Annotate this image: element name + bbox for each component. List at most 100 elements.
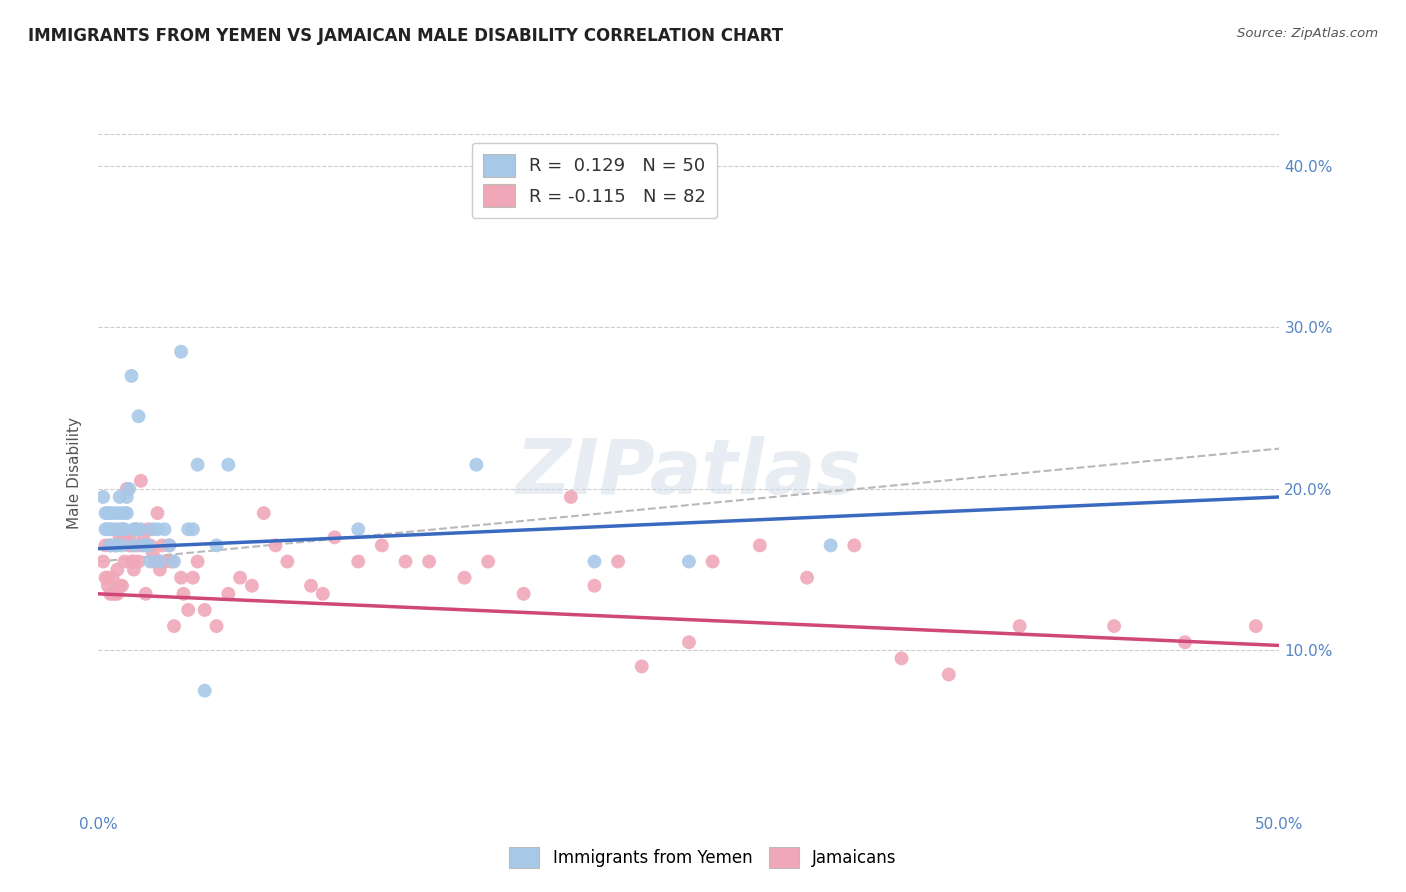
Point <box>607 555 630 569</box>
Point <box>115 506 138 520</box>
Point <box>583 555 606 569</box>
Point <box>1102 619 1125 633</box>
Point <box>112 530 135 544</box>
Point <box>108 579 131 593</box>
Point <box>187 555 209 569</box>
Point <box>394 555 416 569</box>
Point <box>139 538 162 552</box>
Point <box>94 506 117 520</box>
Point <box>181 571 204 585</box>
Point <box>678 635 700 649</box>
Point <box>205 538 228 552</box>
Point <box>205 619 228 633</box>
Point <box>149 555 172 569</box>
Point <box>748 538 770 552</box>
Point <box>142 522 165 536</box>
Point <box>101 587 124 601</box>
Point <box>312 587 335 601</box>
Point <box>132 538 155 552</box>
Point <box>170 571 193 585</box>
Point <box>122 538 145 552</box>
Point <box>101 571 124 585</box>
Point <box>217 458 239 472</box>
Point <box>115 490 138 504</box>
Text: Source: ZipAtlas.com: Source: ZipAtlas.com <box>1237 27 1378 40</box>
Point <box>139 555 162 569</box>
Point <box>122 522 145 536</box>
Point <box>98 506 121 520</box>
Point <box>142 546 165 560</box>
Point <box>453 571 475 585</box>
Point <box>111 522 134 536</box>
Point <box>121 555 143 569</box>
Point <box>194 683 217 698</box>
Point <box>111 538 134 552</box>
Point <box>146 506 169 520</box>
Point <box>1174 635 1197 649</box>
Point <box>101 522 124 536</box>
Point <box>157 538 180 552</box>
Point <box>108 530 131 544</box>
Point <box>136 538 159 552</box>
Point <box>299 579 322 593</box>
Point <box>163 619 186 633</box>
Point <box>512 587 534 601</box>
Point <box>105 587 128 601</box>
Point <box>97 579 120 593</box>
Point <box>115 482 138 496</box>
Point <box>264 538 287 552</box>
Point <box>112 555 135 569</box>
Point <box>170 344 193 359</box>
Point <box>94 522 117 536</box>
Point <box>820 538 842 552</box>
Point <box>97 506 120 520</box>
Point <box>111 522 134 536</box>
Point <box>177 522 200 536</box>
Point <box>253 506 276 520</box>
Point <box>150 538 173 552</box>
Point <box>229 571 252 585</box>
Point <box>98 538 121 552</box>
Point <box>98 587 121 601</box>
Point <box>121 538 143 552</box>
Point <box>108 490 131 504</box>
Point <box>187 458 209 472</box>
Point <box>177 603 200 617</box>
Point <box>149 563 172 577</box>
Point <box>143 555 166 569</box>
Point <box>153 555 176 569</box>
Text: ZIPatlas: ZIPatlas <box>516 436 862 509</box>
Point <box>153 522 176 536</box>
Point <box>160 555 183 569</box>
Point <box>128 409 150 424</box>
Point <box>146 522 169 536</box>
Point <box>118 482 141 496</box>
Point <box>128 555 150 569</box>
Point <box>105 538 128 552</box>
Point <box>163 555 186 569</box>
Point <box>477 555 499 569</box>
Point <box>347 555 370 569</box>
Point <box>91 555 114 569</box>
Point <box>796 571 818 585</box>
Point <box>98 538 121 552</box>
Point <box>371 538 394 552</box>
Point <box>630 659 652 673</box>
Point <box>108 506 131 520</box>
Point <box>890 651 912 665</box>
Point <box>125 538 148 552</box>
Point <box>91 490 114 504</box>
Point <box>938 667 960 681</box>
Point <box>104 538 127 552</box>
Point <box>97 571 120 585</box>
Point <box>172 587 194 601</box>
Point <box>583 579 606 593</box>
Point <box>105 522 128 536</box>
Point <box>122 563 145 577</box>
Point <box>112 522 135 536</box>
Point <box>104 587 127 601</box>
Point <box>157 538 180 552</box>
Point <box>1244 619 1267 633</box>
Point <box>129 474 152 488</box>
Point <box>240 579 263 593</box>
